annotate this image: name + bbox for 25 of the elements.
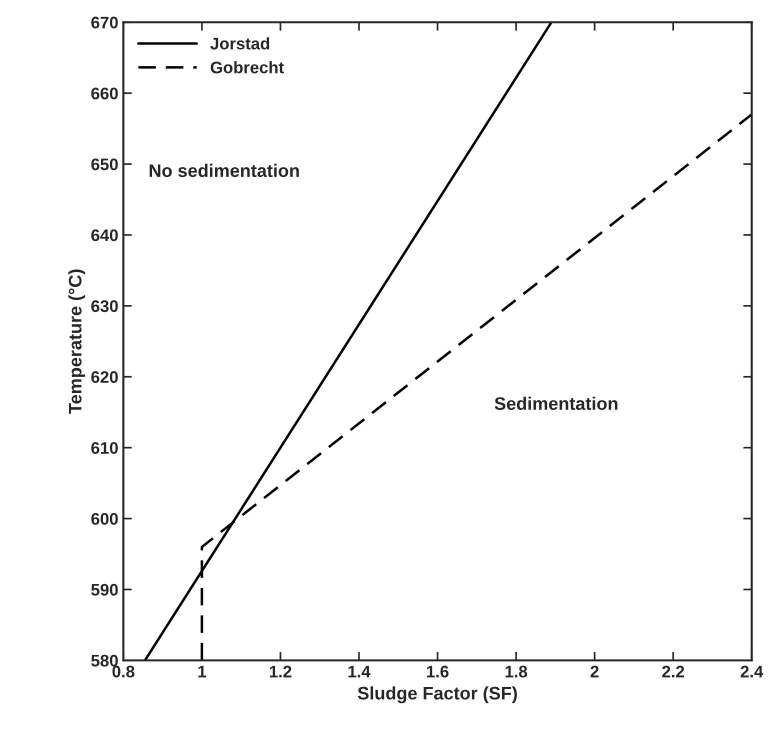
legend-label: Gobrecht [210, 61, 284, 74]
x-tick-label: 2.2 [662, 666, 684, 678]
x-tick-label: 1 [198, 666, 206, 678]
x-tick-label: 1.2 [270, 666, 292, 678]
legend-label: Jorstad [210, 37, 270, 50]
y-tick-label: 620 [91, 371, 118, 383]
annotation: No sedimentation [150, 164, 299, 178]
annotation: Sedimentation [494, 396, 618, 410]
y-tick-label: 670 [91, 16, 118, 28]
y-tick-label: 610 [91, 442, 118, 454]
x-axis-title: Sludge Factor (SF) [358, 686, 517, 704]
x-tick-label: 2.4 [740, 666, 764, 678]
y-tick-label: 580 [91, 654, 118, 667]
y-tick-label: 650 [91, 158, 118, 170]
y-tick-label: 630 [91, 300, 118, 312]
y-tick-label: 660 [91, 88, 118, 100]
y-tick-label: 600 [91, 512, 118, 525]
x-tick-label: 1.4 [348, 666, 370, 678]
x-tick-label: 1.8 [506, 666, 528, 678]
y-axis-title: Temperature (°C) [68, 270, 86, 414]
x-tick-label: 0.8 [112, 666, 134, 678]
y-tick-label: 640 [91, 229, 118, 242]
x-tick-label: 2 [590, 666, 599, 678]
x-tick-label: 1.6 [427, 666, 449, 678]
y-tick-label: 590 [91, 584, 118, 596]
